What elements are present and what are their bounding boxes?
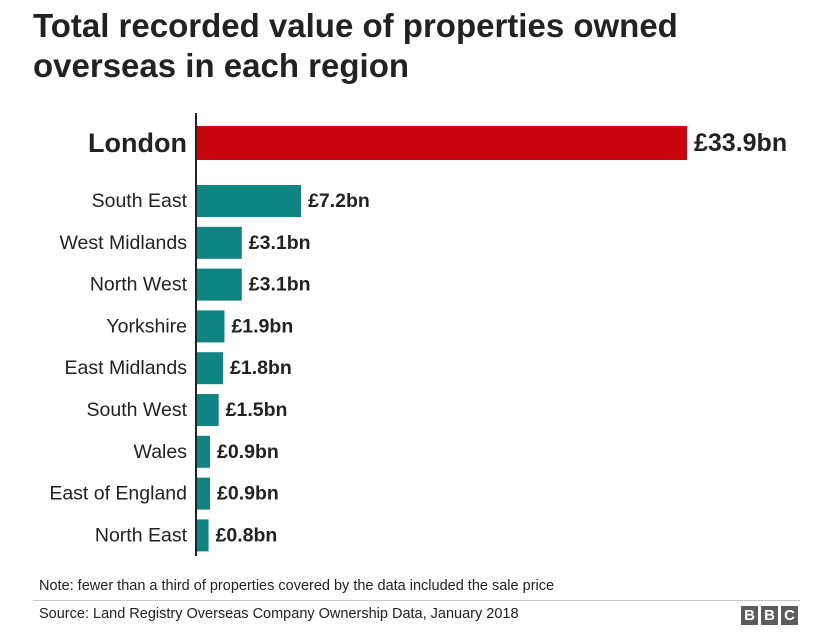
bar (197, 310, 225, 343)
category-label: East of England (49, 483, 187, 505)
category-label: West Midlands (59, 232, 187, 254)
bbc-logo-letter: B (761, 606, 778, 625)
chart-source: Source: Land Registry Overseas Company O… (39, 606, 519, 622)
footer-divider (33, 600, 800, 601)
category-label: South West (87, 399, 188, 421)
value-label: £3.1bn (249, 232, 311, 254)
bbc-logo-letter: B (741, 606, 758, 625)
category-label: Yorkshire (106, 315, 187, 337)
chart-title: Total recorded value of properties owned… (33, 7, 678, 84)
value-label: £7.2bn (308, 190, 370, 212)
value-label: £1.5bn (226, 399, 288, 421)
value-label: £33.9bn (694, 129, 787, 157)
bar-chart: London £33.9bn South East £7.2bn West Midlan… (49, 113, 787, 556)
bar (197, 435, 211, 468)
bbc-logo-letter: C (781, 606, 798, 625)
bar (197, 226, 242, 259)
category-label: South East (92, 190, 188, 212)
bar (197, 519, 209, 552)
chart-note: Note: fewer than a third of properties c… (39, 578, 555, 594)
value-label: £0.8bn (216, 524, 278, 546)
bar (197, 268, 242, 301)
category-label: Wales (134, 441, 188, 463)
value-label: £0.9bn (217, 441, 279, 463)
category-label: North West (90, 274, 188, 296)
category-label: London (88, 128, 187, 158)
value-label: £1.8bn (230, 357, 292, 379)
category-label: East Midlands (65, 357, 188, 379)
value-label: £0.9bn (217, 483, 279, 505)
bar (197, 185, 302, 217)
bbc-logo: B B C (741, 606, 798, 625)
value-label: £3.1bn (249, 274, 311, 296)
value-label: £1.9bn (231, 315, 293, 337)
bar (197, 352, 224, 385)
category-label: North East (95, 524, 188, 546)
bar (197, 477, 211, 510)
bar (197, 394, 219, 426)
bar (197, 126, 687, 160)
